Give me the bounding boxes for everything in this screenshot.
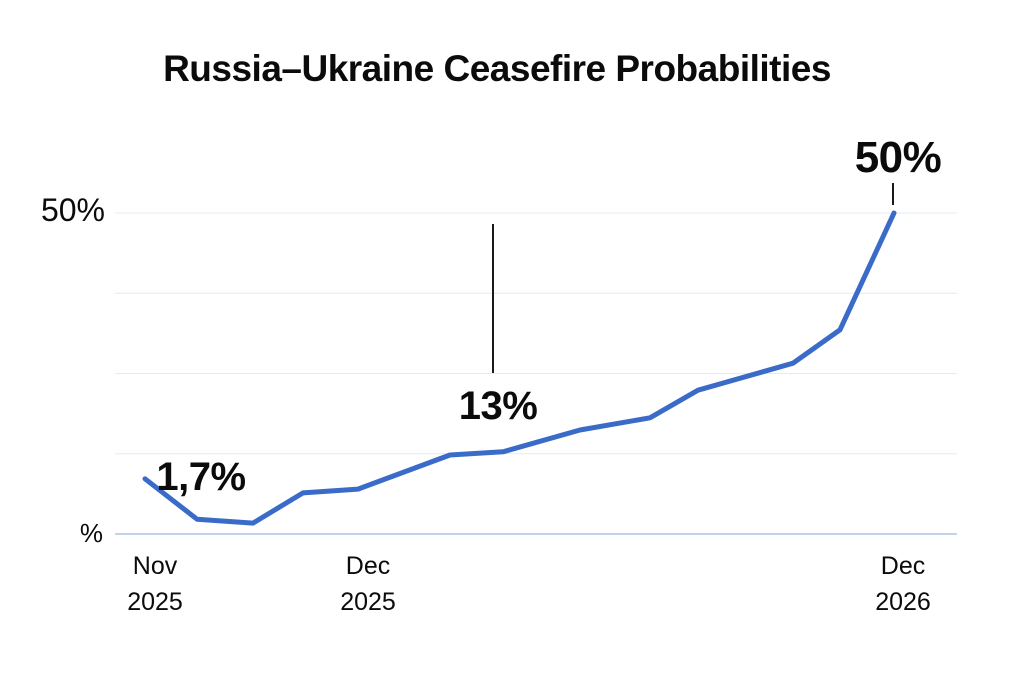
x-axis-label-year: 2026 — [875, 588, 931, 616]
y-axis-tick-0: % — [79, 518, 103, 548]
x-axis-label-month: Dec — [880, 552, 926, 580]
chart-title: Russia–Ukraine Ceasefire Probabilities — [163, 48, 831, 89]
x-axis-label-year: 2025 — [340, 588, 396, 616]
x-axis-label-dec-2026: Dec 2026 — [875, 548, 931, 620]
y-axis-tick-50: 50% — [40, 192, 105, 228]
x-axis-label-month: Nov — [132, 552, 178, 580]
annotation-mid-value: 13% — [458, 384, 538, 428]
x-axis-label-dec-2025: Dec 2025 — [340, 548, 396, 620]
annotation-end-value: 50% — [854, 133, 942, 182]
annotation-low-value: 1,7% — [156, 455, 246, 499]
x-axis-label-year: 2025 — [127, 588, 183, 616]
probability-series-line — [142, 210, 897, 526]
x-axis-label-nov-2025: Nov 2025 — [127, 548, 183, 620]
x-axis-label-month: Dec — [345, 552, 391, 580]
